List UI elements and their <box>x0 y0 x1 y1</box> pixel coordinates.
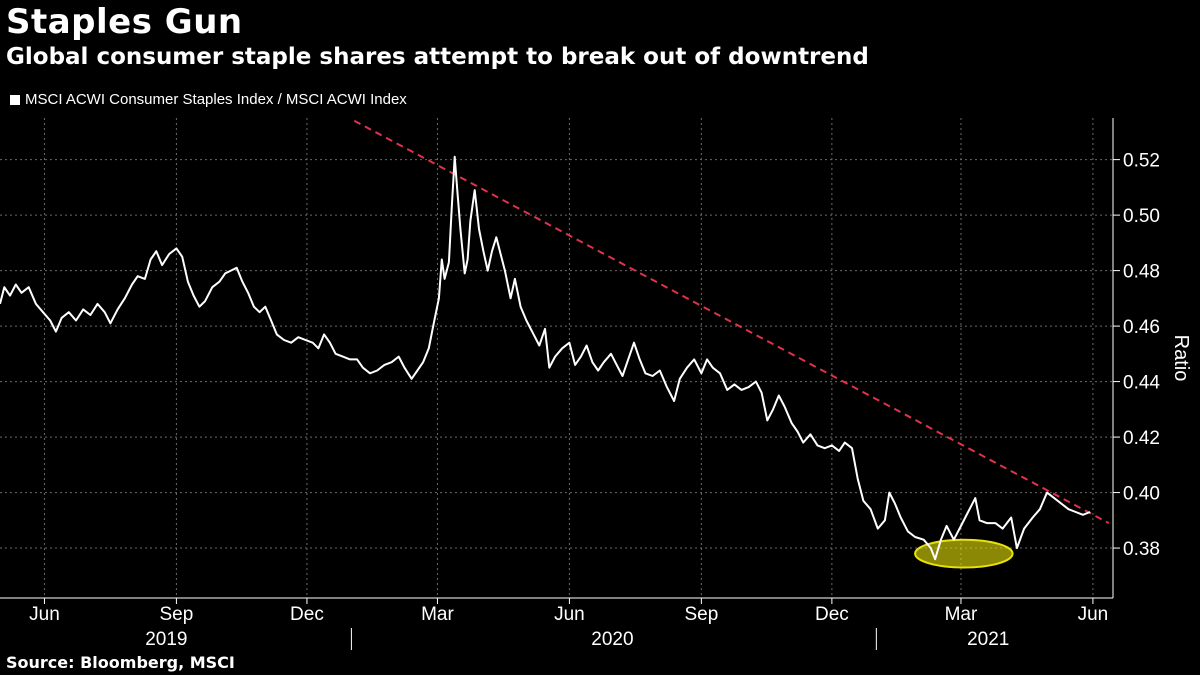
x-tick-label: Dec <box>290 604 324 625</box>
x-tick-label: Jun <box>29 604 60 625</box>
x-tick-label: Jun <box>1078 604 1109 625</box>
gridlines <box>0 118 1113 598</box>
x-tick-label: Sep <box>684 604 718 625</box>
chart-svg: 0.38 0.40 0.42 0.44 0.46 0.48 0.50 0.52 Ratio Jun… <box>0 118 1192 650</box>
annotations <box>353 119 1110 569</box>
axes <box>0 118 1120 650</box>
legend-label: MSCI ACWI Consumer Staples Index / MSCI … <box>25 91 407 108</box>
y-tick-label: 0.44 <box>1123 373 1160 394</box>
y-tick-label: 0.40 <box>1123 484 1160 505</box>
x-tick-label: Mar <box>421 604 454 625</box>
y-tick-label: 0.48 <box>1123 262 1160 283</box>
y-tick-label: 0.42 <box>1123 428 1160 449</box>
series-line <box>0 155 1091 561</box>
trendline <box>353 119 1110 524</box>
source-note: Source: Bloomberg, MSCI <box>6 653 235 672</box>
series-group <box>0 155 1091 561</box>
legend-swatch <box>10 94 20 105</box>
y-tick-label: 0.52 <box>1123 151 1160 172</box>
x-tick-label: Jun <box>554 604 585 625</box>
y-tick-label: 0.38 <box>1123 539 1160 560</box>
y-axis-title: Ratio <box>1170 335 1192 382</box>
year-label: 2020 <box>591 629 633 650</box>
x-tick-label: Mar <box>945 604 978 625</box>
y-tick-label: 0.46 <box>1123 317 1160 338</box>
chart-title: Staples Gun <box>6 2 243 42</box>
legend: MSCI ACWI Consumer Staples Index / MSCI … <box>10 91 407 108</box>
tick-labels: 0.38 0.40 0.42 0.44 0.46 0.48 0.50 0.52 Ratio Jun… <box>29 151 1192 650</box>
highlight-ellipse <box>914 538 1014 569</box>
x-tick-label: Dec <box>815 604 849 625</box>
year-label: 2021 <box>967 629 1009 650</box>
x-tick-label: Sep <box>160 604 194 625</box>
y-tick-label: 0.50 <box>1123 206 1160 227</box>
chart-subtitle: Global consumer staple shares attempt to… <box>6 44 869 70</box>
year-label: 2019 <box>145 629 187 650</box>
